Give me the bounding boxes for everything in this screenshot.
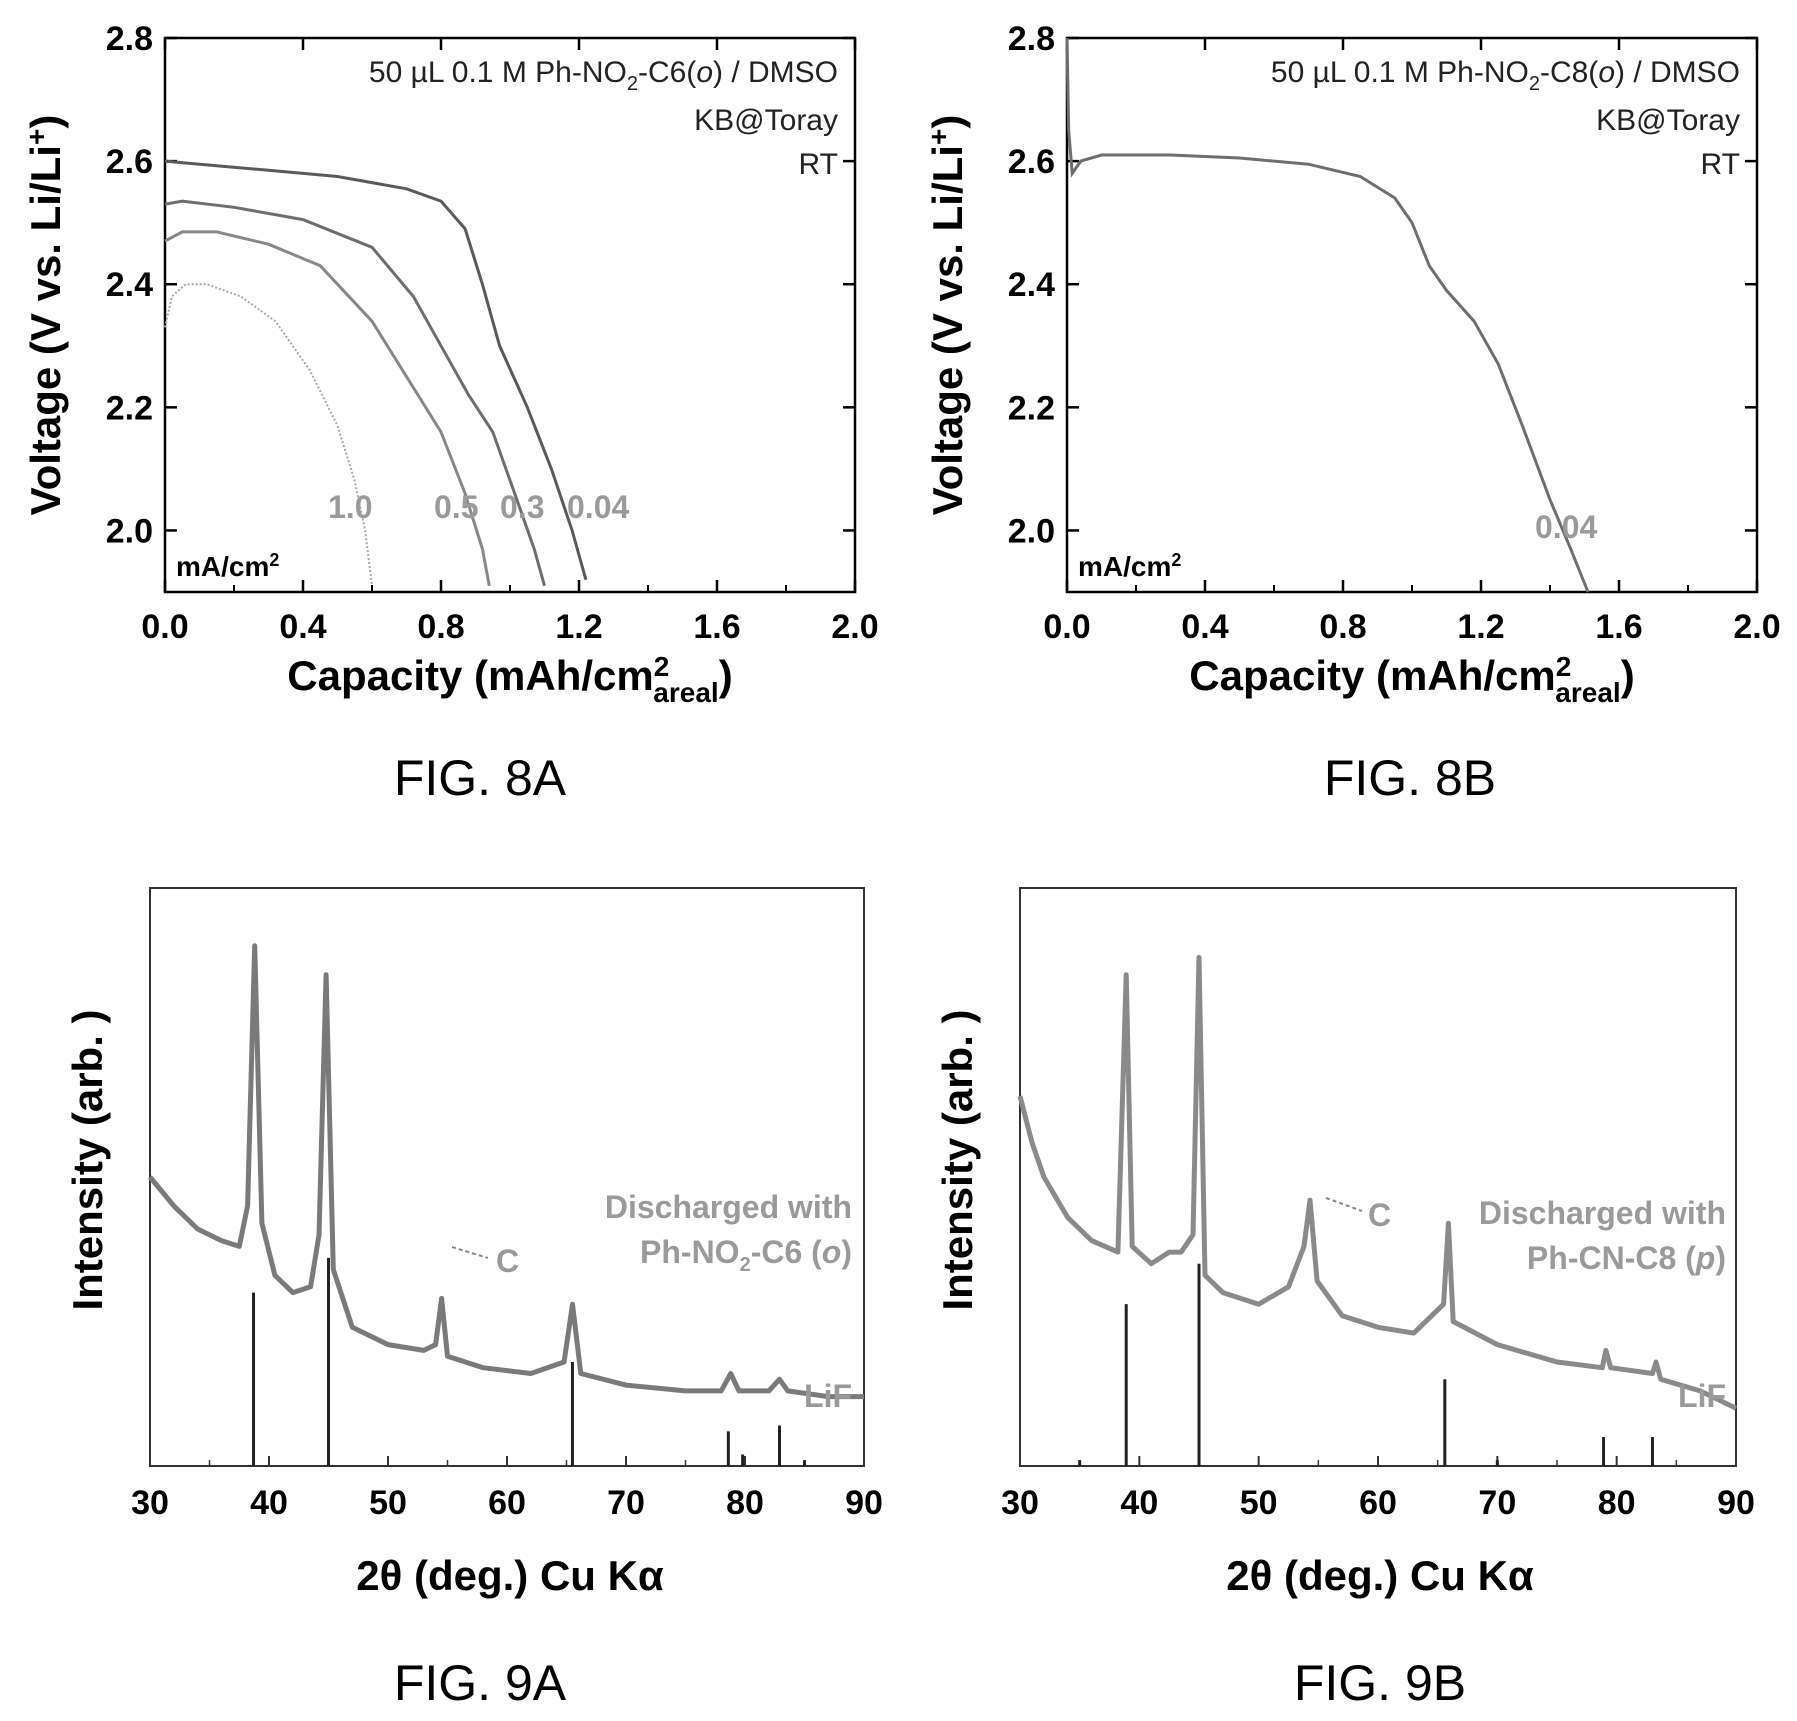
fig-9b-c-peak-leader	[1325, 1197, 1363, 1212]
y-tick-label: 2.4	[1008, 266, 1055, 304]
fig-9b-series-label-line1: Discharged with	[1479, 1195, 1726, 1231]
x-tick-label: 0.4	[279, 608, 326, 646]
x-tick-label: 70	[1478, 1484, 1516, 1522]
x-tick-label: 0.4	[1181, 608, 1228, 646]
series-line-0.04	[164, 159, 588, 581]
fig-8b-caption: FIG. 8B	[1324, 750, 1496, 806]
x-tick-label: 40	[250, 1484, 288, 1522]
fig-8a-curve-label-1.0: 1.0	[328, 489, 372, 525]
fig-9b-y-axis-label: Intensity (arb. )	[934, 1009, 981, 1310]
x-tick-label: 50	[369, 1484, 407, 1522]
fig-8a-y-axis-label: Voltage (V vs. Li/Li+)	[21, 115, 69, 516]
fig-8a-electrode-annotation: KB@Toray	[694, 104, 838, 137]
x-tick-label: 30	[131, 1484, 169, 1522]
series-line-1.0	[164, 283, 373, 586]
fig-9b-c-peak-label: C	[1368, 1197, 1391, 1233]
y-tick-label: 2.8	[1008, 20, 1055, 58]
fig-8b-chart: 0.0 0.4 0.8 1.2 1.6 2.0 2.0 2.2 2.4 2.6 2.8 Capaci…	[923, 20, 1781, 806]
fig-8b-curve-label-0.04: 0.04	[1535, 509, 1597, 545]
x-tick-label: 2.0	[831, 608, 878, 646]
fig-8a-x-axis-label: Capacity (mAh/cm2 areal)	[287, 651, 732, 708]
series-line-0.5	[164, 230, 491, 587]
x-tick-label: 80	[1598, 1484, 1636, 1522]
x-tick-label: 1.2	[1457, 608, 1504, 646]
fig-8b-current-unit-label: mA/cm2	[1078, 550, 1181, 582]
fig-8b-electrode-annotation: KB@Toray	[1596, 104, 1740, 137]
x-tick-label: 1.6	[1595, 608, 1642, 646]
y-tick-label: 2.2	[106, 389, 153, 427]
fig-9b-series-label-line2: Ph-CN-C8 (p)	[1527, 1240, 1726, 1276]
fig-8a-electrolyte-annotation: 50 µL 0.1 M Ph-NO2-C6(o) / DMSO	[369, 56, 838, 95]
fig-9b-chart: 30 40 50 60 70 80 90 2θ (deg.) Cu Kα Intensity…	[934, 887, 1755, 1711]
y-tick-label: 2.8	[106, 20, 153, 58]
xrd-pattern-line	[148, 943, 864, 1400]
x-tick-label: 60	[1359, 1484, 1397, 1522]
x-tick-label: 0.0	[141, 608, 188, 646]
fig-9b-lif-label: LiF	[1678, 1378, 1726, 1414]
fig-8a-curve-label-0.04: 0.04	[567, 489, 629, 525]
x-tick-label: 80	[726, 1484, 764, 1522]
series-line-0.3	[164, 199, 546, 587]
x-tick-label: 0.8	[417, 608, 464, 646]
fig-8a-temperature-annotation: RT	[799, 148, 838, 181]
x-tick-label: 0.0	[1043, 608, 1090, 646]
fig-9a-chart: 30 40 50 60 70 80 90 2θ (deg.) Cu Kα Intensity…	[64, 887, 883, 1711]
fig-9a-lif-label: LiF	[804, 1378, 852, 1414]
x-tick-label: 70	[607, 1484, 645, 1522]
y-tick-label: 2.2	[1008, 389, 1055, 427]
y-tick-label: 2.0	[106, 512, 153, 550]
x-tick-label: 30	[1001, 1484, 1039, 1522]
xrd-pattern-line	[1017, 954, 1738, 1411]
fig-8b-x-axis-label: Capacity (mAh/cm2 areal)	[1189, 651, 1634, 708]
fig-8a-caption: FIG. 8A	[394, 750, 567, 806]
y-tick-label: 2.0	[1008, 512, 1055, 550]
fig-8b-electrolyte-annotation: 50 µL 0.1 M Ph-NO2-C8(o) / DMSO	[1271, 56, 1740, 95]
x-tick-label: 40	[1120, 1484, 1158, 1522]
x-tick-label: 1.2	[555, 608, 602, 646]
fig-9a-c-peak-leader	[451, 1246, 489, 1259]
fig-9a-series-label-line1: Discharged with	[605, 1189, 852, 1225]
x-tick-label: 0.8	[1319, 608, 1366, 646]
x-tick-label: 2.0	[1733, 608, 1780, 646]
y-tick-label: 2.6	[106, 143, 153, 181]
x-tick-label: 60	[488, 1484, 526, 1522]
fig-8a-curve-label-0.3: 0.3	[500, 489, 544, 525]
fig-9a-x-axis-label: 2θ (deg.) Cu Kα	[356, 1552, 664, 1599]
fig-8a-chart: 0.0 0.4 0.8 1.2 1.6 2.0 2.0 2.2 2.4 2.6 2.8 Capaci…	[21, 20, 879, 806]
x-tick-label: 90	[1717, 1484, 1755, 1522]
fig-8a-curve-label-0.5: 0.5	[434, 489, 478, 525]
fig-9a-y-axis-label: Intensity (arb. )	[64, 1009, 111, 1310]
fig-9a-caption: FIG. 9A	[394, 1655, 567, 1711]
fig-8b-y-axis-label: Voltage (V vs. Li/Li+)	[923, 115, 971, 516]
y-tick-label: 2.6	[1008, 143, 1055, 181]
x-tick-label: 50	[1240, 1484, 1278, 1522]
fig-8a-current-unit-label: mA/cm2	[176, 550, 279, 582]
series-line-0.04	[1065, 37, 1590, 593]
fig-9a-series-label-line2: Ph-NO2-C6 (o)	[640, 1234, 852, 1276]
x-tick-label: 90	[845, 1484, 883, 1522]
x-tick-label: 1.6	[693, 608, 740, 646]
fig-8b-temperature-annotation: RT	[1701, 148, 1740, 181]
fig-9a-c-peak-label: C	[496, 1243, 519, 1279]
fig-9b-x-axis-label: 2θ (deg.) Cu Kα	[1226, 1552, 1534, 1599]
fig-9b-caption: FIG. 9B	[1294, 1655, 1466, 1711]
y-tick-label: 2.4	[106, 266, 153, 304]
